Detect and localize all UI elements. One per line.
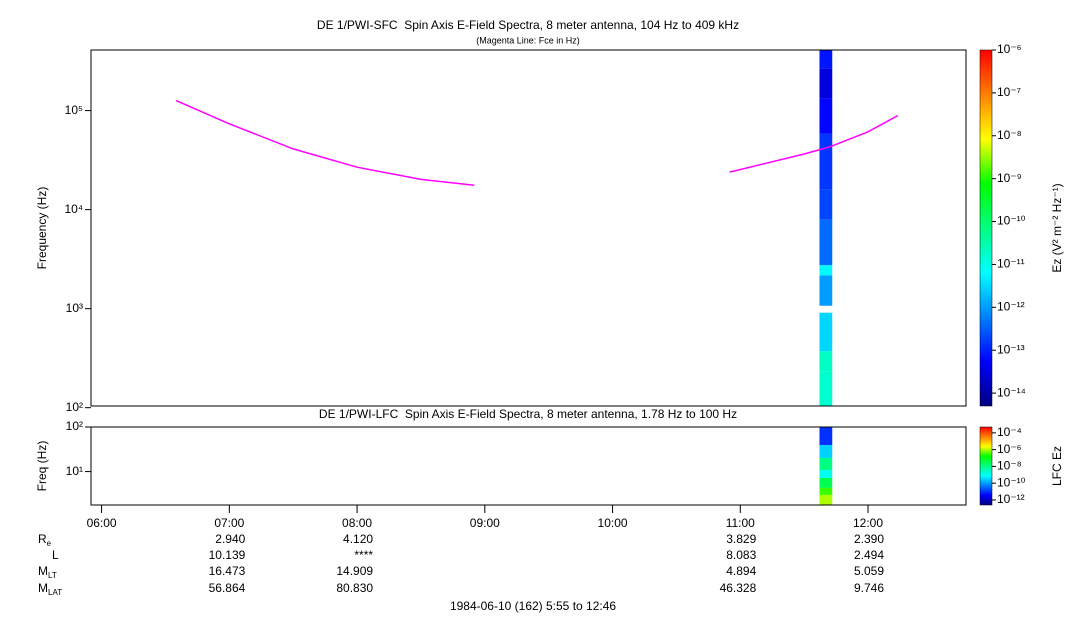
- heatmap-cell: [819, 98, 833, 134]
- heatmap-cell: [819, 477, 833, 488]
- colorbar-tick-label: 10⁻⁹: [997, 171, 1022, 185]
- ephemeris-value: 10.139: [209, 548, 246, 562]
- y-tick-label: 10³: [66, 301, 83, 315]
- colorbar-tick-label: 10⁻¹⁰: [997, 214, 1026, 228]
- colorbar-label: LFC Ez: [1050, 446, 1064, 486]
- row-label: M: [38, 564, 48, 578]
- x-tick-label: 06:00: [87, 516, 117, 530]
- x-tick-label: 07:00: [214, 516, 244, 530]
- heatmap-cell: [819, 312, 833, 352]
- ephemeris-value: 4.120: [343, 532, 373, 546]
- ephemeris-value: 4.894: [726, 564, 756, 578]
- ephemeris-value: 2.940: [215, 532, 245, 546]
- ephemeris-value: 16.473: [209, 564, 246, 578]
- y-tick-label: 10²: [66, 419, 83, 433]
- heatmap-cell: [819, 265, 833, 276]
- row-label-sub: e: [47, 539, 52, 548]
- plot-frame: [90, 426, 967, 506]
- heatmap-cell: [819, 427, 833, 445]
- plot-frame: [90, 49, 967, 407]
- heatmap-cell: [819, 275, 833, 306]
- colorbar-tick-label: 10⁻¹⁴: [997, 385, 1026, 399]
- x-tick-label: 11:00: [726, 516, 755, 530]
- colorbar-tick-label: 10⁻¹¹: [997, 257, 1025, 271]
- heatmap-cell: [819, 494, 833, 505]
- heatmap-cell: [819, 487, 833, 495]
- colorbar-tick-label: 10⁻¹²: [997, 492, 1025, 506]
- row-label: R: [38, 532, 47, 546]
- colorbar: [979, 49, 993, 407]
- colorbar-tick-label: 10⁻¹⁰: [997, 475, 1026, 489]
- ephemeris-value: 56.864: [209, 581, 246, 595]
- row-label: M: [38, 581, 48, 595]
- chart-title: DE 1/PWI-SFC Spin Axis E-Field Spectra, …: [317, 18, 739, 32]
- x-tick-label: 12:00: [853, 516, 883, 530]
- chart-subtitle: (Magenta Line: Fce in Hz): [476, 35, 580, 45]
- fce-line: [175, 99, 899, 187]
- ephemeris-value: 14.909: [336, 564, 373, 578]
- row-label: L: [52, 548, 59, 562]
- ephemeris-value: 3.829: [726, 532, 756, 546]
- ephemeris-value: 9.746: [854, 581, 884, 595]
- row-label-sub: LAT: [48, 588, 62, 597]
- ephemeris-value: 80.830: [336, 581, 373, 595]
- colorbar-label: Ez (V² m⁻² Hz⁻¹): [1050, 183, 1064, 272]
- heatmap-cell: [819, 68, 833, 99]
- colorbar-tick-label: 10⁻¹³: [997, 342, 1025, 356]
- colorbar-tick-label: 10⁻⁶: [997, 442, 1022, 456]
- ephemeris-value: 2.494: [854, 548, 884, 562]
- ephemeris-value: 46.328: [720, 581, 757, 595]
- heatmap-cell: [819, 351, 833, 372]
- row-label-sub: LT: [48, 571, 57, 580]
- colorbar-tick-label: 10⁻⁷: [997, 85, 1021, 99]
- colorbar-tick-label: 10⁻⁶: [997, 42, 1022, 56]
- colorbar-tick-label: 10⁻⁸: [997, 128, 1022, 142]
- colorbar-tick-label: 10⁻⁸: [997, 459, 1022, 473]
- y-tick-label: 10⁵: [65, 103, 83, 117]
- colorbar: [979, 426, 993, 506]
- heatmap-cell: [819, 219, 833, 266]
- heatmap-cell: [819, 50, 833, 69]
- y-tick-label: 10²: [66, 400, 83, 414]
- colorbar-tick-label: 10⁻¹²: [997, 299, 1025, 313]
- colorbar-tick-label: 10⁻⁴: [997, 425, 1022, 439]
- heatmap-cell: [819, 457, 833, 471]
- heatmap-cell: [819, 189, 833, 220]
- ephemeris-value: 5.059: [854, 564, 884, 578]
- ephemeris-value: 2.390: [854, 532, 884, 546]
- heatmap-cell: [819, 133, 833, 190]
- y-tick-label: 10⁴: [64, 202, 83, 216]
- heatmap-cell: [819, 470, 833, 478]
- x-tick-label: 10:00: [598, 516, 628, 530]
- footer: 1984-06-10 (162) 5:55 to 12:46: [450, 599, 616, 613]
- x-tick-label: 08:00: [342, 516, 372, 530]
- chart-title: DE 1/PWI-LFC Spin Axis E-Field Spectra, …: [319, 407, 737, 421]
- heatmap-cell: [819, 444, 833, 458]
- x-tick-label: 09:00: [470, 516, 500, 530]
- y-axis-label: Frequency (Hz): [35, 187, 49, 270]
- ephemeris-value: 8.083: [726, 548, 756, 562]
- heatmap-cell: [819, 371, 833, 406]
- y-tick-label: 10¹: [66, 464, 83, 478]
- y-axis-label: Freq (Hz): [35, 441, 49, 492]
- ephemeris-value: ****: [354, 548, 373, 562]
